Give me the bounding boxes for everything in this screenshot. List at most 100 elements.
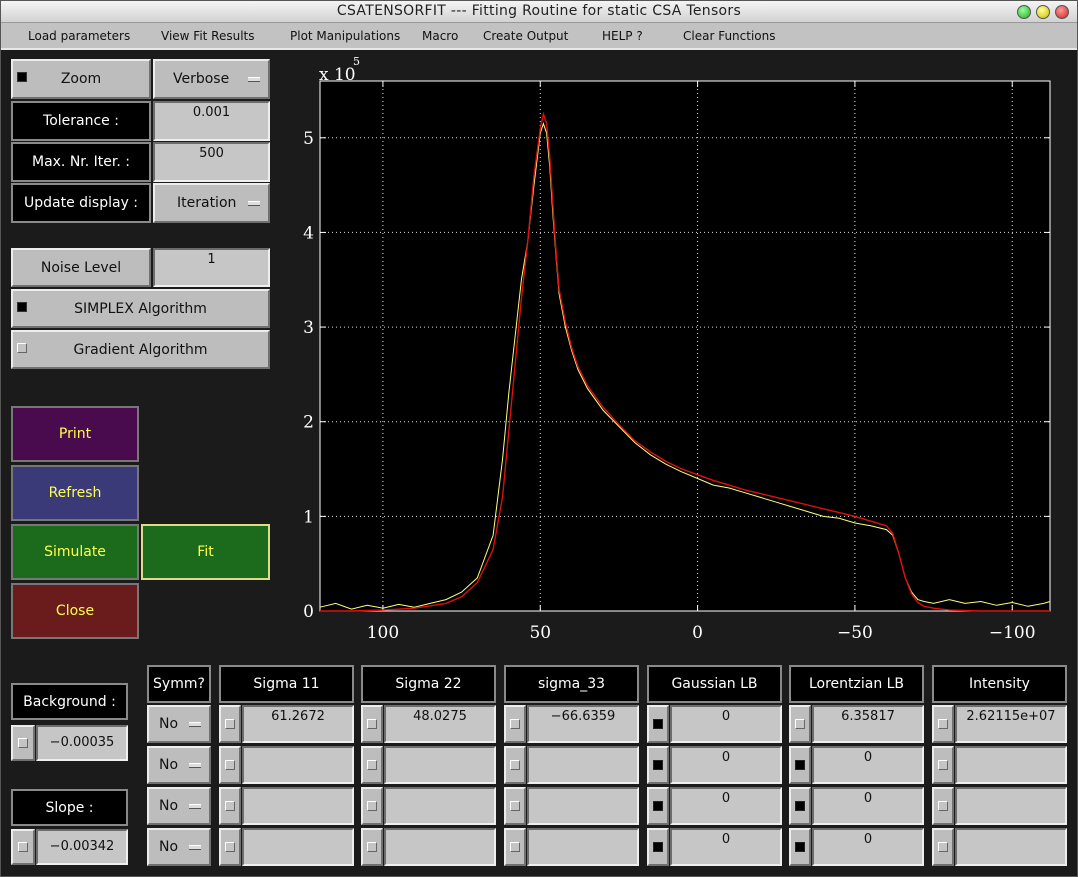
fix-checkbox[interactable] bbox=[367, 719, 377, 729]
lorentzian-lb-field[interactable]: 0 bbox=[812, 787, 924, 825]
fix-checkbox[interactable] bbox=[938, 801, 948, 811]
menu-clear-functions[interactable]: Clear Functions bbox=[683, 29, 776, 43]
sigma-22-field[interactable] bbox=[384, 746, 496, 784]
fix-checkbox[interactable] bbox=[510, 760, 520, 770]
fix-sigma-11-toggle[interactable] bbox=[219, 746, 241, 784]
fix-checkbox[interactable] bbox=[653, 801, 663, 811]
sigma-33-field[interactable] bbox=[527, 787, 639, 825]
fix-checkbox[interactable] bbox=[938, 842, 948, 852]
sigma-11-field[interactable]: 61.2672 bbox=[242, 705, 354, 743]
fix-checkbox[interactable] bbox=[938, 760, 948, 770]
slope-field[interactable]: −0.00342 bbox=[36, 829, 128, 865]
gaussian-lb-field[interactable]: 0 bbox=[670, 705, 782, 743]
menu-load-parameters[interactable]: Load parameters bbox=[28, 29, 131, 43]
fix-checkbox[interactable] bbox=[510, 801, 520, 811]
simplex-algorithm-toggle[interactable]: SIMPLEX Algorithm bbox=[11, 289, 270, 328]
menu-create-output[interactable]: Create Output bbox=[483, 29, 569, 43]
fix-intensity-toggle[interactable] bbox=[932, 705, 954, 743]
fix-checkbox[interactable] bbox=[510, 719, 520, 729]
symm-select[interactable]: No bbox=[147, 705, 211, 743]
simulate-button[interactable]: Simulate bbox=[11, 524, 139, 580]
fix-sigma-22-toggle[interactable] bbox=[361, 705, 383, 743]
background-checkbox[interactable] bbox=[18, 738, 28, 748]
lorentzian-lb-field[interactable]: 0 bbox=[812, 828, 924, 866]
lorentzian-lb-field[interactable]: 0 bbox=[812, 746, 924, 784]
fix-sigma-33-toggle[interactable] bbox=[504, 828, 526, 866]
fix-checkbox[interactable] bbox=[938, 719, 948, 729]
fix-sigma-22-toggle[interactable] bbox=[361, 828, 383, 866]
fix-sigma-11-toggle[interactable] bbox=[219, 787, 241, 825]
zoom-toggle[interactable]: Zoom bbox=[11, 59, 151, 99]
fix-sigma-33-toggle[interactable] bbox=[504, 746, 526, 784]
background-field[interactable]: −0.00035 bbox=[36, 725, 128, 761]
fix-sigma-22-toggle[interactable] bbox=[361, 787, 383, 825]
fix-checkbox[interactable] bbox=[367, 801, 377, 811]
spectrum-plot[interactable]: 100 50 0 −50 −100 0 1 2 3 4 5 x 10 5 bbox=[301, 56, 1071, 646]
minimize-icon[interactable] bbox=[1017, 5, 1031, 19]
menu-help[interactable]: HELP ? bbox=[602, 29, 643, 43]
simplex-checkbox[interactable] bbox=[17, 302, 27, 312]
menu-plot-manipulations[interactable]: Plot Manipulations bbox=[290, 29, 401, 43]
fix-sigma-33-toggle[interactable] bbox=[504, 787, 526, 825]
sigma-11-field[interactable] bbox=[242, 828, 354, 866]
fix-checkbox[interactable] bbox=[795, 719, 805, 729]
refresh-button[interactable]: Refresh bbox=[11, 465, 139, 521]
fix-intensity-toggle[interactable] bbox=[932, 787, 954, 825]
fix-checkbox[interactable] bbox=[653, 760, 663, 770]
symm-select[interactable]: No bbox=[147, 828, 211, 866]
zoom-checkbox[interactable] bbox=[17, 72, 27, 82]
noise-level-field[interactable]: 1 bbox=[153, 248, 270, 287]
gaussian-lb-field[interactable]: 0 bbox=[670, 828, 782, 866]
sigma-33-field[interactable]: −66.6359 bbox=[527, 705, 639, 743]
symm-select[interactable]: No bbox=[147, 746, 211, 784]
intensity-field[interactable] bbox=[955, 787, 1067, 825]
sigma-11-field[interactable] bbox=[242, 787, 354, 825]
fix-checkbox[interactable] bbox=[795, 842, 805, 852]
fix-checkbox[interactable] bbox=[225, 760, 235, 770]
slope-checkbox[interactable] bbox=[18, 842, 28, 852]
fix-lorentzian-lb-toggle[interactable] bbox=[789, 746, 811, 784]
fix-gaussian-lb-toggle[interactable] bbox=[647, 828, 669, 866]
close-window-icon[interactable] bbox=[1055, 5, 1069, 19]
fix-lorentzian-lb-toggle[interactable] bbox=[789, 787, 811, 825]
intensity-field[interactable]: 2.62115e+07 bbox=[955, 705, 1067, 743]
lorentzian-lb-field[interactable]: 6.35817 bbox=[812, 705, 924, 743]
sigma-22-field[interactable]: 48.0275 bbox=[384, 705, 496, 743]
tolerance-field[interactable]: 0.001 bbox=[153, 101, 270, 141]
fix-sigma-22-toggle[interactable] bbox=[361, 746, 383, 784]
fix-checkbox[interactable] bbox=[225, 719, 235, 729]
verbose-select[interactable]: Verbose bbox=[153, 59, 270, 99]
print-button[interactable]: Print bbox=[11, 406, 139, 462]
gradient-checkbox[interactable] bbox=[17, 343, 27, 353]
fix-lorentzian-lb-toggle[interactable] bbox=[789, 828, 811, 866]
intensity-field[interactable] bbox=[955, 746, 1067, 784]
sigma-33-field[interactable] bbox=[527, 746, 639, 784]
sigma-22-field[interactable] bbox=[384, 828, 496, 866]
sigma-22-field[interactable] bbox=[384, 787, 496, 825]
fix-sigma-11-toggle[interactable] bbox=[219, 828, 241, 866]
symm-select[interactable]: No bbox=[147, 787, 211, 825]
fix-gaussian-lb-toggle[interactable] bbox=[647, 746, 669, 784]
fix-gaussian-lb-toggle[interactable] bbox=[647, 705, 669, 743]
intensity-field[interactable] bbox=[955, 828, 1067, 866]
gaussian-lb-field[interactable]: 0 bbox=[670, 746, 782, 784]
fix-checkbox[interactable] bbox=[795, 801, 805, 811]
fix-intensity-toggle[interactable] bbox=[932, 828, 954, 866]
sigma-33-field[interactable] bbox=[527, 828, 639, 866]
fix-gaussian-lb-toggle[interactable] bbox=[647, 787, 669, 825]
fix-checkbox[interactable] bbox=[510, 842, 520, 852]
update-display-select[interactable]: Iteration bbox=[153, 183, 270, 223]
slope-fix-toggle[interactable] bbox=[11, 829, 35, 865]
fix-checkbox[interactable] bbox=[225, 801, 235, 811]
gaussian-lb-field[interactable]: 0 bbox=[670, 787, 782, 825]
fix-checkbox[interactable] bbox=[653, 842, 663, 852]
menu-macro[interactable]: Macro bbox=[422, 29, 459, 43]
fix-checkbox[interactable] bbox=[653, 719, 663, 729]
fix-checkbox[interactable] bbox=[367, 842, 377, 852]
fix-intensity-toggle[interactable] bbox=[932, 746, 954, 784]
fix-lorentzian-lb-toggle[interactable] bbox=[789, 705, 811, 743]
close-button[interactable]: Close bbox=[11, 583, 139, 639]
background-fix-toggle[interactable] bbox=[11, 725, 35, 761]
fix-sigma-11-toggle[interactable] bbox=[219, 705, 241, 743]
sigma-11-field[interactable] bbox=[242, 746, 354, 784]
